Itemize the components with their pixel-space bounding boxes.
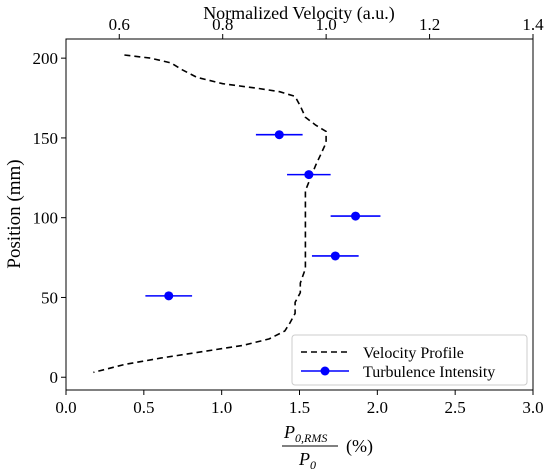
velocity-profile-line xyxy=(93,54,327,374)
data-marker xyxy=(304,170,314,180)
x-tick-label: 2.5 xyxy=(445,398,466,417)
data-marker xyxy=(274,130,284,140)
turbulence-point xyxy=(330,211,381,221)
x-tick-label: 0.0 xyxy=(55,398,76,417)
turbulence-point xyxy=(311,251,359,261)
y-tick-label: 150 xyxy=(33,129,59,148)
top-tick-label: 1.2 xyxy=(419,15,440,34)
y-tick-label: 0 xyxy=(50,368,59,387)
legend-box xyxy=(291,334,528,386)
bottom-x-axis: 0.0 0.5 1.0 1.5 2.0 2.5 3.0 xyxy=(55,390,544,417)
top-tick-label: 1.0 xyxy=(316,15,337,34)
x-label-denominator: P0 xyxy=(298,449,316,472)
data-marker xyxy=(330,251,340,261)
x-label-unit: (%) xyxy=(346,436,373,457)
turbulence-point xyxy=(145,291,193,301)
legend: Velocity Profile Turbulence Intensity xyxy=(291,334,528,386)
turbulence-point xyxy=(287,170,331,180)
x-tick-label: 0.5 xyxy=(133,398,154,417)
x-axis-label: P0,RMS P0 (%) xyxy=(282,422,373,472)
x-tick-label: 2.0 xyxy=(367,398,388,417)
turbulence-intensity-series xyxy=(145,130,381,301)
data-marker xyxy=(351,211,361,221)
top-tick-label: 1.4 xyxy=(522,15,544,34)
y-tick-label: 100 xyxy=(33,209,59,228)
data-marker xyxy=(164,291,174,301)
legend-velocity-label: Velocity Profile xyxy=(363,345,464,362)
x-label-numerator: P0,RMS xyxy=(283,422,327,445)
y-tick-label: 50 xyxy=(41,288,58,307)
turbulence-point xyxy=(255,130,303,140)
legend-turbulence-marker xyxy=(320,366,330,376)
x-tick-label: 3.0 xyxy=(522,398,543,417)
top-tick-label: 0.6 xyxy=(109,15,130,34)
top-axis-label: Normalized Velocity (a.u.) xyxy=(203,3,395,24)
top-x-axis: 0.6 0.8 1.0 1.2 1.4 xyxy=(109,15,544,39)
y-axis-label: Position (mm) xyxy=(4,159,25,268)
x-tick-label: 1.5 xyxy=(289,398,310,417)
left-y-axis: 0 50 100 150 200 xyxy=(33,49,66,387)
top-tick-label: 0.8 xyxy=(212,15,233,34)
x-tick-label: 1.0 xyxy=(211,398,232,417)
legend-turbulence-label: Turbulence Intensity xyxy=(363,364,495,381)
y-tick-label: 200 xyxy=(33,49,59,68)
